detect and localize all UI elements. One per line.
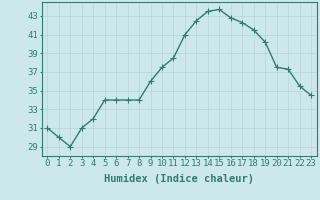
X-axis label: Humidex (Indice chaleur): Humidex (Indice chaleur) bbox=[104, 174, 254, 184]
